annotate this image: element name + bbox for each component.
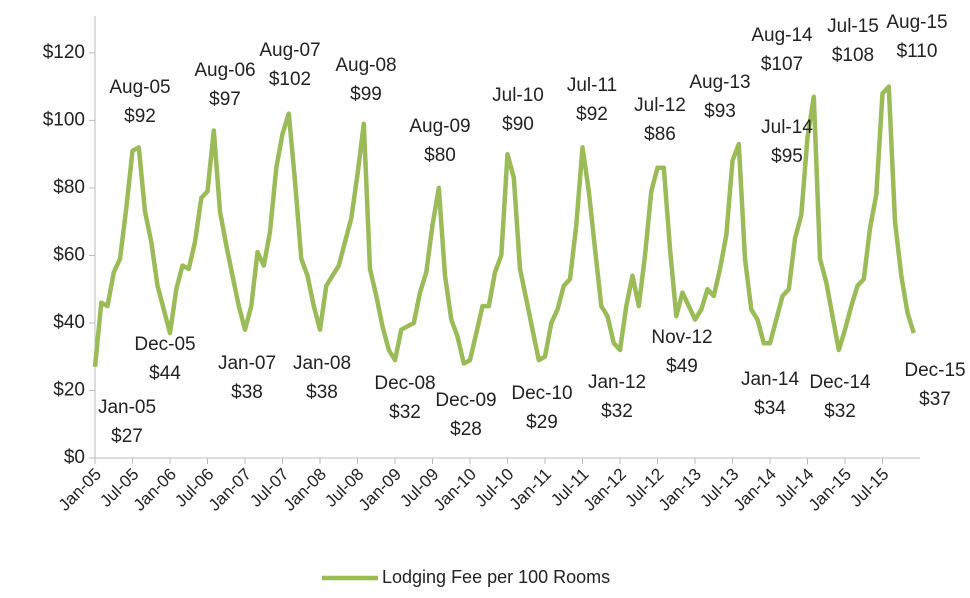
x-tick-label: Jan-11 xyxy=(506,465,555,514)
y-tick-label: $0 xyxy=(64,447,85,468)
annotation-value: $97 xyxy=(209,89,241,110)
annotation-value: $102 xyxy=(269,69,311,90)
data-line xyxy=(92,84,916,368)
annotation-date: Aug-08 xyxy=(335,55,396,76)
x-tick-label: Jan-05 xyxy=(55,465,105,515)
annotation-value: $95 xyxy=(771,146,803,167)
annotation-value: $32 xyxy=(824,401,856,422)
x-tick-label: Jan-06 xyxy=(130,465,180,515)
annotation-value: $49 xyxy=(666,356,698,377)
annotation-value: $29 xyxy=(526,412,558,433)
annotation-value: $28 xyxy=(450,419,482,440)
annotation-date: Dec-10 xyxy=(511,383,572,404)
legend-label: Lodging Fee per 100 Rooms xyxy=(382,567,610,587)
x-tick-label: Jan-09 xyxy=(355,465,405,515)
annotation-value: $90 xyxy=(502,114,534,135)
annotation-value: $34 xyxy=(754,398,786,419)
y-tick-label: $40 xyxy=(53,312,85,333)
y-tick-label: $80 xyxy=(53,177,85,198)
annotation-value: $92 xyxy=(576,104,608,125)
x-tick-label: Jan-12 xyxy=(580,465,630,515)
annotation-value: $38 xyxy=(306,382,338,403)
annotation-value: $44 xyxy=(149,363,181,384)
annotation-date: Jan-08 xyxy=(293,353,351,374)
annotation-date: Jul-15 xyxy=(827,16,879,37)
annotation-value: $99 xyxy=(350,84,382,105)
annotation-value: $92 xyxy=(124,106,156,127)
y-tick-label: $120 xyxy=(43,42,85,63)
y-tick-label: $20 xyxy=(53,379,85,400)
annotation-date: Aug-07 xyxy=(259,40,320,61)
annotation-date: Aug-13 xyxy=(689,72,750,93)
annotation-value: $27 xyxy=(111,426,143,447)
annotation-date: Jul-12 xyxy=(634,95,686,116)
annotation-date: Dec-05 xyxy=(134,334,195,355)
annotation-value: $32 xyxy=(601,401,633,422)
annotation-date: Jul-10 xyxy=(492,85,544,106)
annotation-date: Dec-14 xyxy=(809,372,871,393)
annotation-value: $107 xyxy=(761,54,803,75)
annotation-value: $93 xyxy=(704,101,736,122)
x-tick-label: Jan-08 xyxy=(280,465,330,515)
annotation-value: $32 xyxy=(389,402,421,423)
x-tick-label: Jul-15 xyxy=(846,465,892,511)
y-tick-label: $60 xyxy=(53,244,85,265)
annotation-date: Jan-14 xyxy=(741,369,800,390)
annotation-date: Aug-15 xyxy=(886,12,947,33)
annotation-value: $108 xyxy=(832,45,874,66)
annotation-date: Dec-08 xyxy=(374,373,435,394)
y-tick-label: $100 xyxy=(43,109,85,130)
annotation-value: $38 xyxy=(231,382,263,403)
x-tick-label: Jan-13 xyxy=(655,465,705,515)
annotation-value: $110 xyxy=(897,41,938,62)
x-tick-label: Jan-10 xyxy=(430,465,480,515)
annotation-date: Jul-14 xyxy=(761,117,813,138)
annotation-date: Jan-07 xyxy=(218,353,276,374)
annotation-value: $80 xyxy=(424,145,456,166)
x-tick-label: Jan-14 xyxy=(730,465,780,515)
annotation-date: Aug-14 xyxy=(751,25,813,46)
annotation-value: $37 xyxy=(919,389,951,410)
annotation-date: Aug-06 xyxy=(194,60,255,81)
annotation-date: Aug-09 xyxy=(409,116,470,137)
annotation-date: Jan-05 xyxy=(98,397,156,418)
annotation-date: Aug-05 xyxy=(109,77,170,98)
annotation-date: Jul-11 xyxy=(567,75,617,96)
annotation-date: Dec-09 xyxy=(435,390,496,411)
annotation-value: $86 xyxy=(644,124,676,145)
annotation-date: Nov-12 xyxy=(651,327,712,348)
annotation-date: Dec-15 xyxy=(904,360,965,381)
x-tick-label: Jan-07 xyxy=(205,465,255,515)
x-tick-label: Jan-15 xyxy=(805,465,855,515)
annotation-date: Jan-12 xyxy=(588,372,646,393)
